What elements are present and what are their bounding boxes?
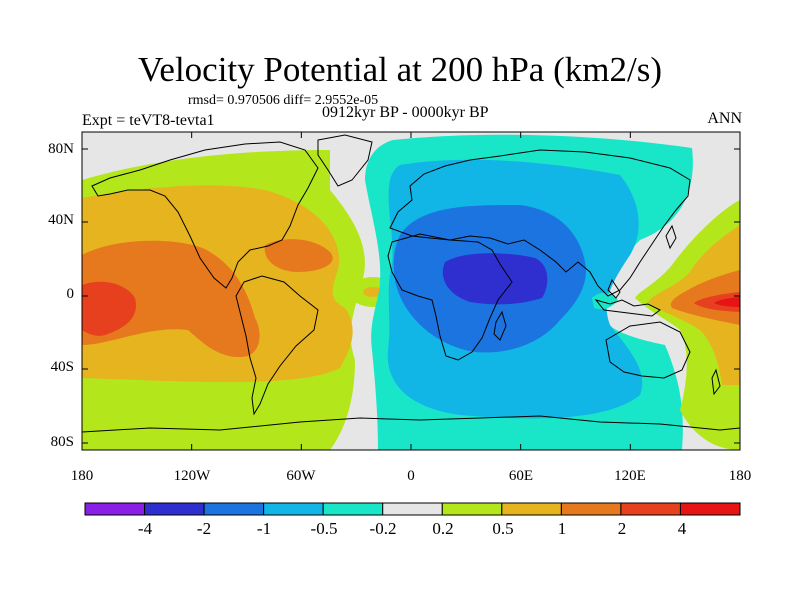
- colorbar-swatch: [560, 502, 622, 516]
- stats-text: rmsd= 0.970506 diff= 2.9552e-05: [188, 93, 379, 108]
- chart-title: Velocity Potential at 200 hPa (km2/s): [138, 50, 662, 89]
- colorbar-swatch: [620, 502, 681, 516]
- colorbar-swatch: [382, 502, 443, 516]
- contour-positive-2: [82, 281, 136, 336]
- lon-tick-label: 120E: [614, 468, 646, 484]
- lat-tick-label: 40N: [48, 212, 74, 228]
- lon-tick-label: 180: [70, 468, 94, 484]
- colorbar-label: 2: [617, 519, 627, 538]
- colorbar-swatch: [501, 502, 562, 516]
- lat-tick-label: 40S: [50, 359, 74, 375]
- colorbar-swatch: [322, 502, 384, 516]
- colorbar-label: -2: [196, 519, 212, 538]
- colorbar-swatch: [441, 502, 503, 516]
- season-label: ANN: [707, 110, 742, 127]
- contour-positive-1-b: [264, 239, 333, 272]
- contour-negative-indonesia: [592, 292, 618, 310]
- contour-atlantic-0.5: [363, 287, 383, 297]
- contour-field: [82, 132, 740, 450]
- lat-tick-label: 0: [66, 286, 75, 302]
- lon-tick-label: 180: [728, 468, 752, 484]
- colorbar-swatch: [263, 502, 324, 516]
- colorbar-label: 0.2: [432, 519, 454, 538]
- lon-tick-label: 60W: [286, 468, 316, 484]
- colorbar-label: 4: [677, 519, 687, 538]
- colorbar-label: 0.5: [492, 519, 514, 538]
- lon-tick-label: 0: [407, 468, 415, 484]
- contour-wpac-1: [670, 270, 740, 325]
- colorbar-label: -1: [256, 519, 272, 538]
- colorbar-swatch: [144, 502, 205, 516]
- contour-wpac-4: [714, 297, 740, 307]
- colorbar-label: -0.2: [369, 519, 397, 538]
- lon-tick-label: 120W: [173, 468, 211, 484]
- colorbar-label: -0.5: [310, 519, 338, 538]
- colorbar-swatch: [203, 502, 265, 516]
- experiment-label: Expt = teVT8-tevta1: [82, 112, 215, 129]
- colorbar-swatch: [679, 502, 741, 516]
- lon-tick-label: 60E: [508, 468, 534, 484]
- lat-tick-label: 80S: [50, 434, 74, 450]
- contour-positive-1-a: [82, 240, 260, 358]
- coastlines: [82, 134, 740, 433]
- colorbar-label: 1: [557, 519, 567, 538]
- contour-negative-2: [442, 253, 548, 305]
- colorbar-label: -4: [137, 519, 153, 538]
- axis-ticks: [81, 132, 741, 450]
- colorbar-swatch: [84, 502, 146, 516]
- lat-tick-label: 80N: [48, 141, 74, 157]
- colorbar: [84, 502, 741, 516]
- period-label: 0912kyr BP - 0000kyr BP: [322, 104, 489, 121]
